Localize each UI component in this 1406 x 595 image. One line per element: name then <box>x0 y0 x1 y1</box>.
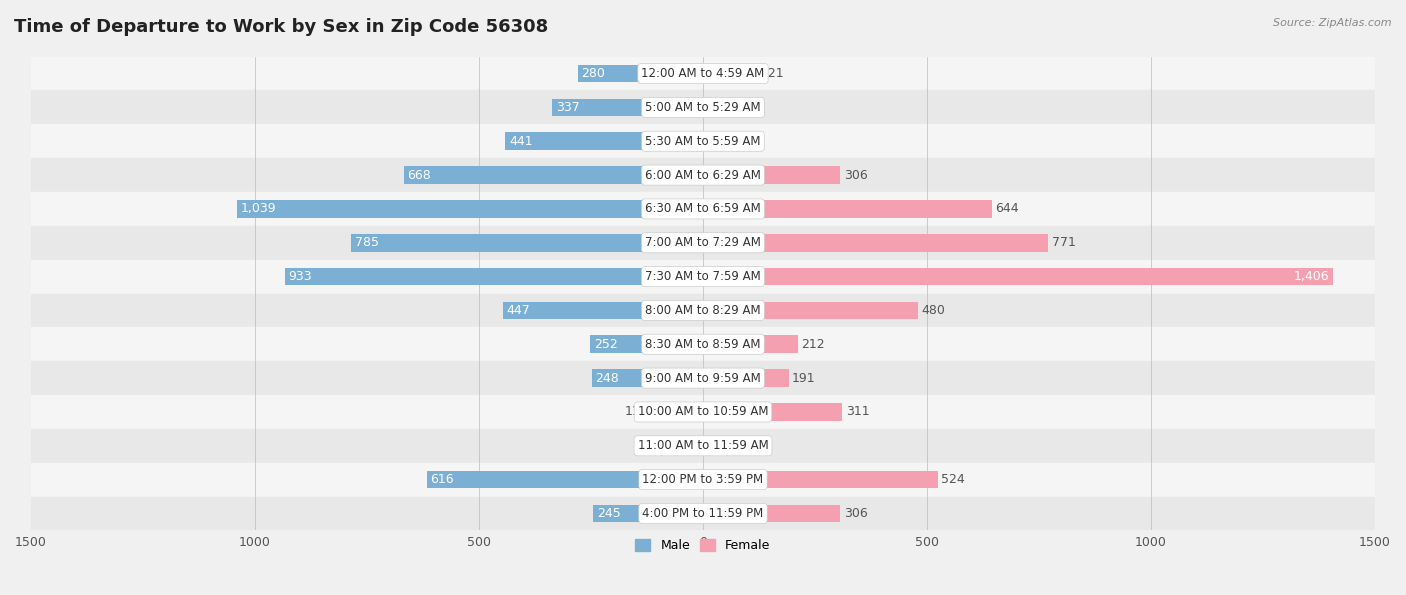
Bar <box>404 166 703 184</box>
Text: 252: 252 <box>593 338 617 351</box>
Text: 771: 771 <box>1052 236 1076 249</box>
Bar <box>31 395 1375 429</box>
Text: 14: 14 <box>713 439 728 452</box>
Bar <box>703 133 730 150</box>
Text: 441: 441 <box>509 134 533 148</box>
Bar <box>238 200 703 218</box>
Bar <box>31 124 1375 158</box>
Text: 1,039: 1,039 <box>240 202 277 215</box>
Text: 306: 306 <box>844 168 868 181</box>
Legend: Male, Female: Male, Female <box>630 534 776 558</box>
Text: 1,406: 1,406 <box>1294 270 1329 283</box>
Bar <box>31 259 1375 293</box>
Text: 66: 66 <box>737 101 752 114</box>
Text: 6:30 AM to 6:59 AM: 6:30 AM to 6:59 AM <box>645 202 761 215</box>
Text: 12:00 PM to 3:59 PM: 12:00 PM to 3:59 PM <box>643 473 763 486</box>
Bar <box>593 505 703 522</box>
Text: 785: 785 <box>354 236 378 249</box>
Bar <box>703 505 841 522</box>
Bar <box>703 471 938 488</box>
Text: Source: ZipAtlas.com: Source: ZipAtlas.com <box>1274 18 1392 28</box>
Text: 86: 86 <box>645 439 661 452</box>
Text: 616: 616 <box>430 473 454 486</box>
Text: 248: 248 <box>596 372 619 384</box>
Bar <box>31 463 1375 497</box>
Text: 306: 306 <box>844 507 868 520</box>
Bar <box>703 234 1049 252</box>
Bar <box>703 437 709 455</box>
Bar <box>703 268 1333 286</box>
Text: 447: 447 <box>506 304 530 317</box>
Bar <box>31 327 1375 361</box>
Text: 60: 60 <box>734 134 749 148</box>
Bar <box>505 133 703 150</box>
Bar <box>703 336 799 353</box>
Bar <box>31 192 1375 226</box>
Text: 337: 337 <box>555 101 579 114</box>
Bar <box>31 158 1375 192</box>
Bar <box>703 166 841 184</box>
Text: 5:00 AM to 5:29 AM: 5:00 AM to 5:29 AM <box>645 101 761 114</box>
Text: 6:00 AM to 6:29 AM: 6:00 AM to 6:29 AM <box>645 168 761 181</box>
Bar <box>703 200 991 218</box>
Bar <box>578 65 703 82</box>
Text: 480: 480 <box>922 304 945 317</box>
Text: 7:30 AM to 7:59 AM: 7:30 AM to 7:59 AM <box>645 270 761 283</box>
Text: 280: 280 <box>581 67 605 80</box>
Bar <box>31 361 1375 395</box>
Bar <box>31 90 1375 124</box>
Text: 933: 933 <box>288 270 312 283</box>
Text: 311: 311 <box>846 405 869 418</box>
Bar <box>31 226 1375 259</box>
Bar <box>352 234 703 252</box>
Text: Time of Departure to Work by Sex in Zip Code 56308: Time of Departure to Work by Sex in Zip … <box>14 18 548 36</box>
Text: 8:30 AM to 8:59 AM: 8:30 AM to 8:59 AM <box>645 338 761 351</box>
Text: 113: 113 <box>626 405 648 418</box>
Bar <box>703 403 842 421</box>
Text: 9:00 AM to 9:59 AM: 9:00 AM to 9:59 AM <box>645 372 761 384</box>
Bar <box>652 403 703 421</box>
Text: 11:00 AM to 11:59 AM: 11:00 AM to 11:59 AM <box>638 439 768 452</box>
Text: 12:00 AM to 4:59 AM: 12:00 AM to 4:59 AM <box>641 67 765 80</box>
Bar <box>703 369 789 387</box>
Text: 644: 644 <box>995 202 1019 215</box>
Bar <box>665 437 703 455</box>
Text: 212: 212 <box>801 338 825 351</box>
Bar <box>31 293 1375 327</box>
Text: 4:00 PM to 11:59 PM: 4:00 PM to 11:59 PM <box>643 507 763 520</box>
Text: 668: 668 <box>408 168 432 181</box>
Text: 10:00 AM to 10:59 AM: 10:00 AM to 10:59 AM <box>638 405 768 418</box>
Bar <box>427 471 703 488</box>
Bar <box>703 65 758 82</box>
Bar <box>592 369 703 387</box>
Bar <box>31 57 1375 90</box>
Bar <box>31 429 1375 463</box>
Text: 121: 121 <box>761 67 785 80</box>
Bar <box>553 99 703 116</box>
Text: 524: 524 <box>942 473 965 486</box>
Bar <box>285 268 703 286</box>
Text: 8:00 AM to 8:29 AM: 8:00 AM to 8:29 AM <box>645 304 761 317</box>
Text: 7:00 AM to 7:29 AM: 7:00 AM to 7:29 AM <box>645 236 761 249</box>
Bar <box>703 99 733 116</box>
Bar <box>31 497 1375 530</box>
Text: 5:30 AM to 5:59 AM: 5:30 AM to 5:59 AM <box>645 134 761 148</box>
Text: 245: 245 <box>596 507 620 520</box>
Text: 191: 191 <box>792 372 815 384</box>
Bar <box>503 302 703 320</box>
Bar <box>703 302 918 320</box>
Bar <box>591 336 703 353</box>
